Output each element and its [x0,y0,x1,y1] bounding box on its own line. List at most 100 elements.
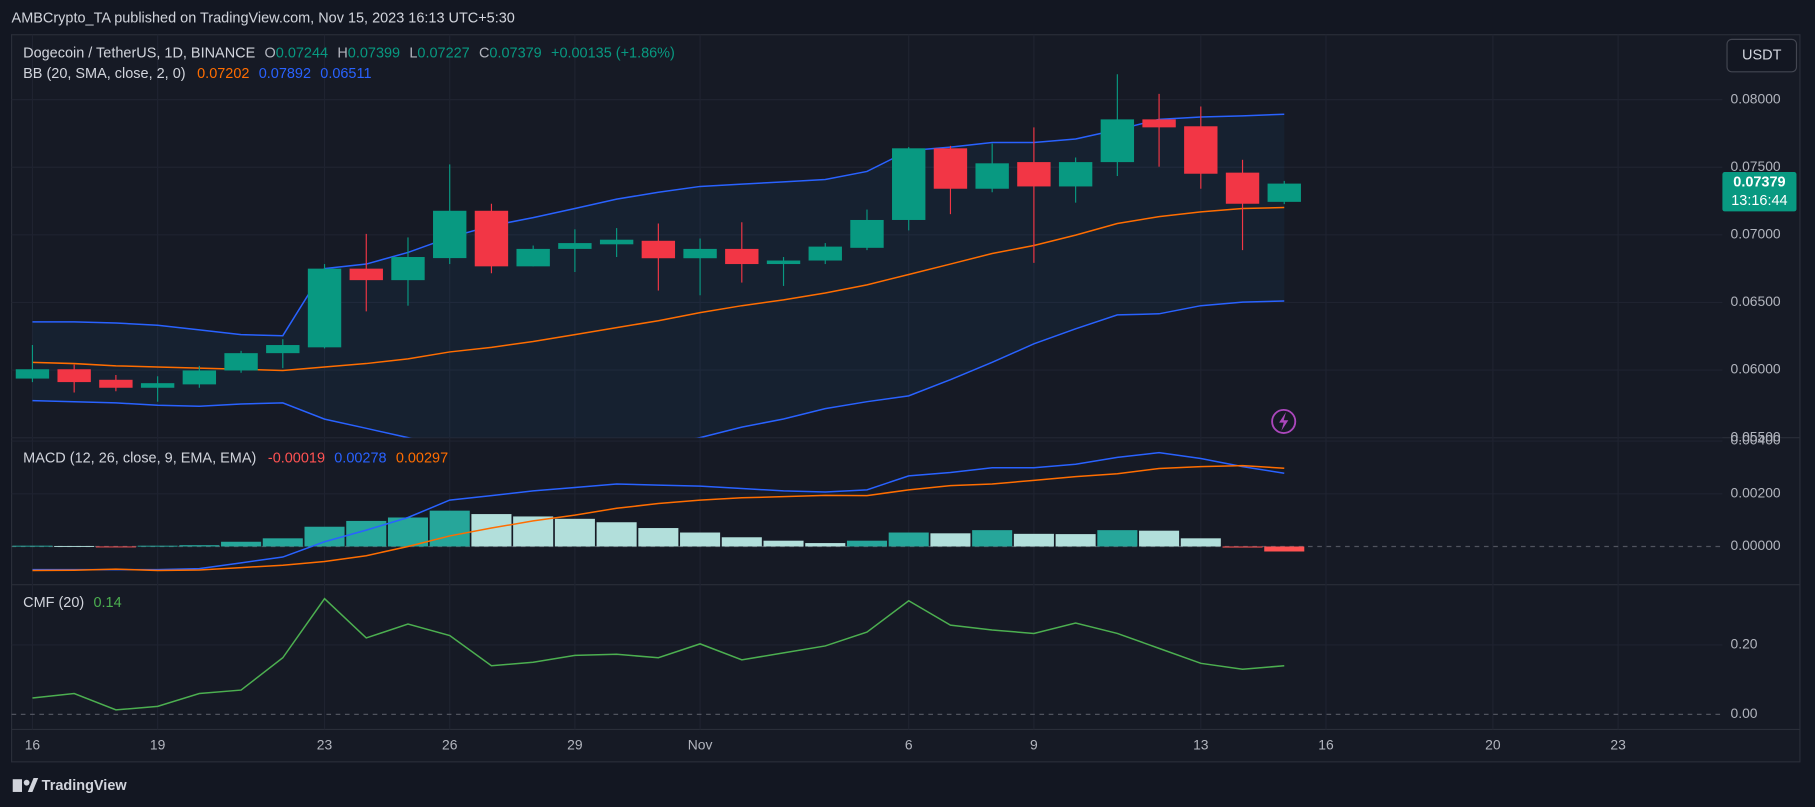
candle-body [1058,162,1093,187]
cmf-value: 0.14 [93,595,121,611]
histogram-bar [179,545,220,547]
symbol: Dogecoin / TetherUS, 1D, BINANCE [23,45,255,61]
alert-icon[interactable] [1271,408,1297,434]
y-tick-label: 0.06000 [1731,361,1781,377]
bb-basis-value: 0.07202 [197,66,249,82]
y-tick-label: 0.00400 [1731,432,1781,448]
ohlc-value: 0.07379 [489,45,541,61]
histogram-bar [1013,533,1054,547]
price-pane [15,74,1301,438]
candle-body [224,353,258,371]
histogram-bar [262,538,303,547]
histogram-bar [888,532,929,547]
x-tick-label: 6 [905,736,913,752]
ohlc-key: O [265,45,276,61]
x-tick-label: 23 [317,736,333,752]
candle-body [641,240,676,259]
currency-button[interactable] [1726,38,1798,73]
bb-upper-value: 0.07892 [259,66,311,82]
candle-body [599,239,634,245]
change: +0.00135 (+1.86%) [551,45,675,61]
histogram-bar [554,518,595,547]
bb-lower-value: 0.06511 [320,66,371,82]
candle-body [433,210,467,259]
candle-body [349,268,383,281]
histogram-bar [1180,538,1221,547]
x-tick-label: 26 [442,736,458,752]
logo-part [12,779,22,792]
y-tick-label: 0.07500 [1731,158,1781,174]
x-tick-label: 20 [1485,736,1501,752]
cmf-label: CMF (20) [23,595,84,611]
histogram-bar [12,545,53,547]
logo-part [27,778,39,792]
bb-legend: BB (20, SMA, close, 2, 0) 0.07202 0.07892 0… [23,66,371,82]
candle-body [725,248,759,265]
candle-body [1100,119,1135,163]
candle-body [1142,119,1176,128]
countdown: 13:16:44 [1731,193,1787,209]
histogram-bar [221,541,262,547]
histogram-bar [805,543,846,547]
candle-body [933,148,968,189]
y-tick-label: 0.06500 [1731,293,1781,309]
x-tick-label: 29 [567,736,583,752]
ohlc-value: 0.07227 [417,45,469,61]
cmf-line [32,597,1285,711]
candle-body [182,370,217,385]
macd-label: MACD (12, 26, close, 9, EMA, EMA) [23,450,256,466]
histogram-bar [429,510,470,547]
candle-body [516,248,550,267]
candle-body [15,369,50,379]
cmf-pane [32,597,1285,711]
x-tick-label: Nov [688,736,713,752]
candle-body [266,345,300,354]
histogram-bar [721,537,762,547]
histogram-bar [846,540,888,547]
macd-line [32,451,1285,571]
candle-body [391,257,425,281]
ohlc-value: 0.07399 [348,45,400,61]
macd-pane [12,451,1305,572]
candle-body [140,383,175,388]
candle-body [892,148,926,220]
currency-label[interactable]: USDT [1742,47,1782,63]
histogram-bar [930,533,971,547]
histogram-bar [972,530,1013,547]
histogram-bar [1097,530,1138,547]
macd-value: 0.00278 [334,450,386,466]
bb-lower [32,300,1285,438]
ohlc-key: H [337,45,347,61]
candle-body [1225,172,1260,204]
x-tick-label: 16 [1318,736,1334,752]
ohlc-key: C [479,45,489,61]
y-tick-label: 0.07000 [1731,226,1781,242]
x-tick-label: 13 [1193,736,1209,752]
candle-body [99,379,133,388]
x-tick-label: 23 [1610,736,1626,752]
macd-legend: MACD (12, 26, close, 9, EMA, EMA) -0.0001… [23,450,448,466]
price-tag [1722,172,1797,212]
signal-line [32,464,1285,572]
histogram-bar [680,532,721,547]
candle-body [1017,162,1051,187]
signal-value: 0.00297 [396,450,448,466]
candle-body [474,210,509,267]
price-legend: Dogecoin / TetherUS, 1D, BINANCE O0.07244… [23,45,675,61]
publisher: AMBCrypto_TA published on TradingView.co… [12,10,515,26]
histogram-bar [596,522,637,547]
histogram-bar [95,546,136,548]
ohlc-value: 0.07244 [276,45,328,61]
ohlc-key: L [409,45,417,61]
candle-body [57,369,91,383]
candle-body [1184,126,1218,174]
alert-circle[interactable] [1271,408,1297,434]
histogram-bar [763,540,804,547]
candle-body [1267,183,1301,202]
candle-body [683,248,717,259]
alert-bolt[interactable] [1279,412,1289,431]
brand: TradingView [42,778,128,794]
brand-logo [12,778,39,792]
